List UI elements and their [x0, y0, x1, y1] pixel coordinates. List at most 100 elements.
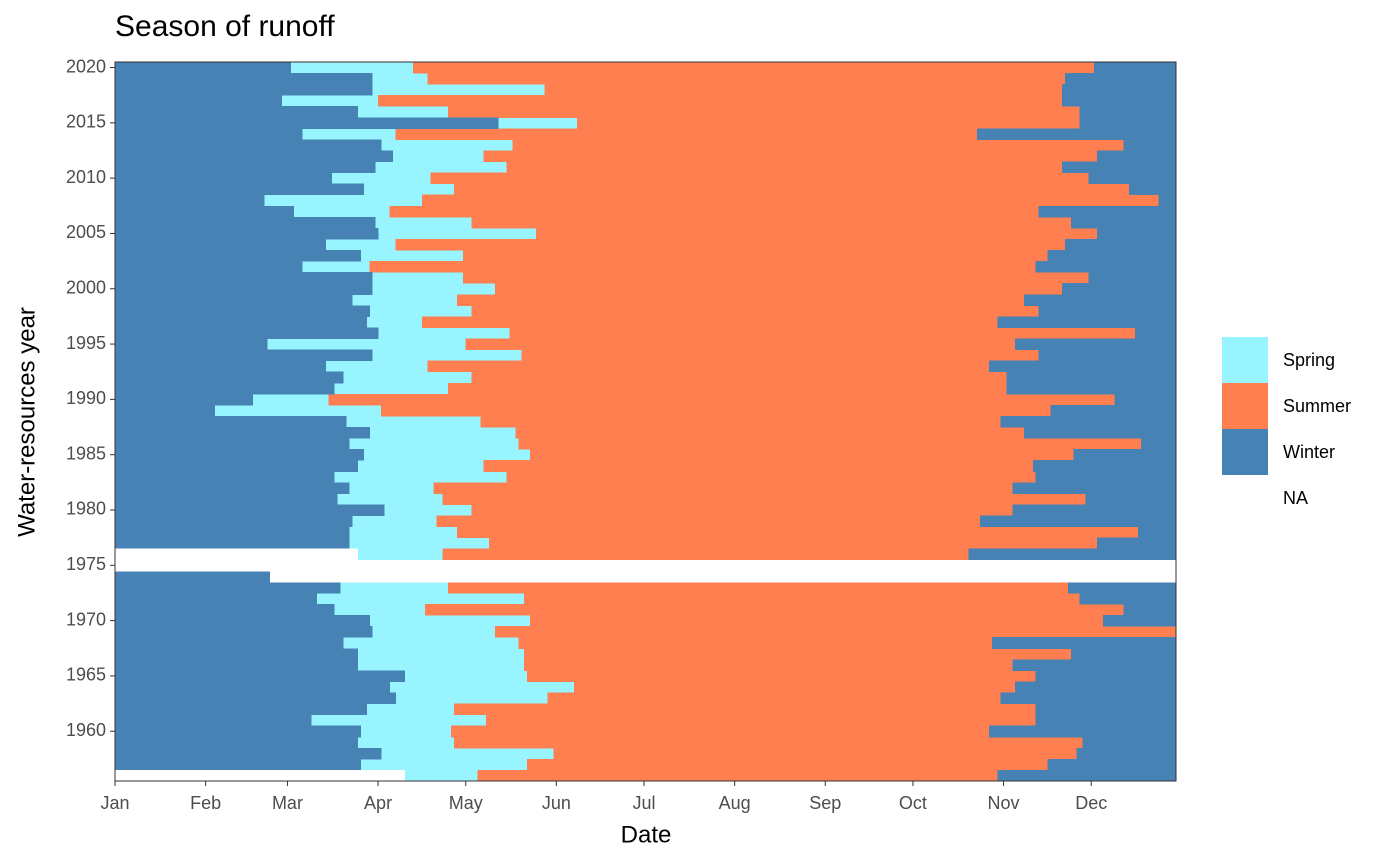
season-segment: [518, 438, 1142, 450]
season-segment: [115, 194, 265, 207]
season-segment: [360, 758, 528, 771]
season-segment: [293, 205, 391, 218]
y-axis-label: Water-resources year: [13, 307, 40, 537]
season-segment: [1047, 758, 1177, 771]
season-segment: [363, 183, 455, 196]
season-segment: [527, 758, 1048, 771]
season-segment: [115, 692, 397, 705]
season-segment: [1000, 692, 1177, 705]
x-tick-label: Aug: [719, 793, 751, 813]
season-segment: [521, 349, 1040, 362]
season-segment: [264, 194, 423, 207]
season-segment: [360, 725, 452, 738]
season-segment: [1079, 592, 1177, 605]
season-segment: [351, 515, 438, 528]
season-segment: [115, 371, 344, 384]
season-segment: [357, 736, 455, 749]
season-segment: [1047, 250, 1177, 262]
season-segment: [535, 227, 1098, 240]
season-segment: [509, 327, 1136, 340]
season-segment: [115, 227, 379, 240]
season-segment: [1000, 415, 1177, 428]
season-segment: [477, 769, 999, 782]
season-segment: [357, 648, 525, 660]
y-tick-label: 1990: [66, 388, 106, 408]
season-segment: [576, 117, 1081, 129]
season-segment: [302, 128, 397, 140]
season-segment: [115, 515, 353, 528]
season-segment: [465, 338, 1016, 351]
season-segment: [547, 692, 1002, 705]
season-segment: [115, 526, 350, 539]
season-segment: [471, 216, 1072, 229]
season-segment: [1123, 139, 1177, 151]
season-segment: [442, 548, 969, 561]
legend-label: NA: [1283, 488, 1308, 508]
season-segment: [524, 592, 1081, 605]
season-segment: [1123, 604, 1177, 616]
season-segment: [115, 117, 499, 129]
season-segment: [462, 272, 1089, 284]
y-tick-label: 1985: [66, 443, 106, 463]
season-segment: [395, 128, 978, 140]
season-segment: [1038, 349, 1177, 362]
season-segment: [471, 371, 1007, 384]
season-segment: [115, 670, 405, 682]
season-segment: [1070, 648, 1177, 660]
season-segment: [115, 404, 215, 417]
season-segment: [404, 769, 478, 782]
season-segment: [1114, 393, 1177, 406]
legend-label: Winter: [1283, 442, 1335, 462]
season-segment: [115, 183, 364, 196]
season-segment: [506, 161, 1063, 174]
y-tick-label: 2015: [66, 112, 106, 132]
season-segment: [115, 626, 373, 638]
season-segment: [512, 139, 1124, 151]
season-segment: [360, 250, 464, 262]
season-segment: [1067, 581, 1177, 594]
season-segment: [115, 161, 376, 174]
season-segment: [372, 272, 464, 284]
season-segment: [342, 637, 519, 649]
season-segment: [328, 393, 1116, 406]
season-segment: [115, 62, 291, 74]
season-segment: [351, 294, 458, 306]
season-segment: [310, 714, 487, 727]
season-segment: [448, 581, 1069, 594]
season-segment: [1012, 482, 1177, 494]
x-tick-label: Nov: [988, 793, 1020, 813]
season-segment: [380, 139, 514, 151]
season-segment: [1064, 73, 1177, 85]
x-tick-label: Jul: [633, 793, 656, 813]
season-segment: [448, 382, 1007, 395]
season-segment: [1035, 703, 1177, 716]
season-segment: [451, 725, 990, 738]
legend-swatch: [1222, 475, 1268, 521]
y-tick-label: 1965: [66, 665, 106, 685]
season-segment: [369, 427, 516, 439]
y-tick-label: 2020: [66, 56, 106, 76]
season-segment: [115, 128, 303, 140]
season-segment: [115, 238, 326, 251]
y-tick-label: 1995: [66, 333, 106, 353]
season-segment: [115, 604, 335, 616]
season-segment: [383, 504, 473, 517]
season-segment: [454, 703, 1037, 716]
season-segment: [1062, 161, 1177, 174]
x-tick-label: Dec: [1075, 793, 1107, 813]
season-segment: [378, 227, 537, 240]
x-tick-label: May: [449, 793, 483, 813]
season-segment: [1062, 84, 1177, 96]
season-segment: [988, 360, 1177, 373]
season-segment: [1079, 117, 1177, 129]
season-segment: [980, 515, 1177, 528]
season-segment: [372, 84, 546, 96]
season-segment: [1135, 327, 1177, 340]
season-segment: [115, 548, 359, 561]
season-segment: [1158, 194, 1177, 207]
season-segment: [115, 316, 367, 328]
season-segment: [115, 659, 359, 671]
season-segment: [115, 449, 364, 461]
season-segment: [378, 95, 1063, 107]
